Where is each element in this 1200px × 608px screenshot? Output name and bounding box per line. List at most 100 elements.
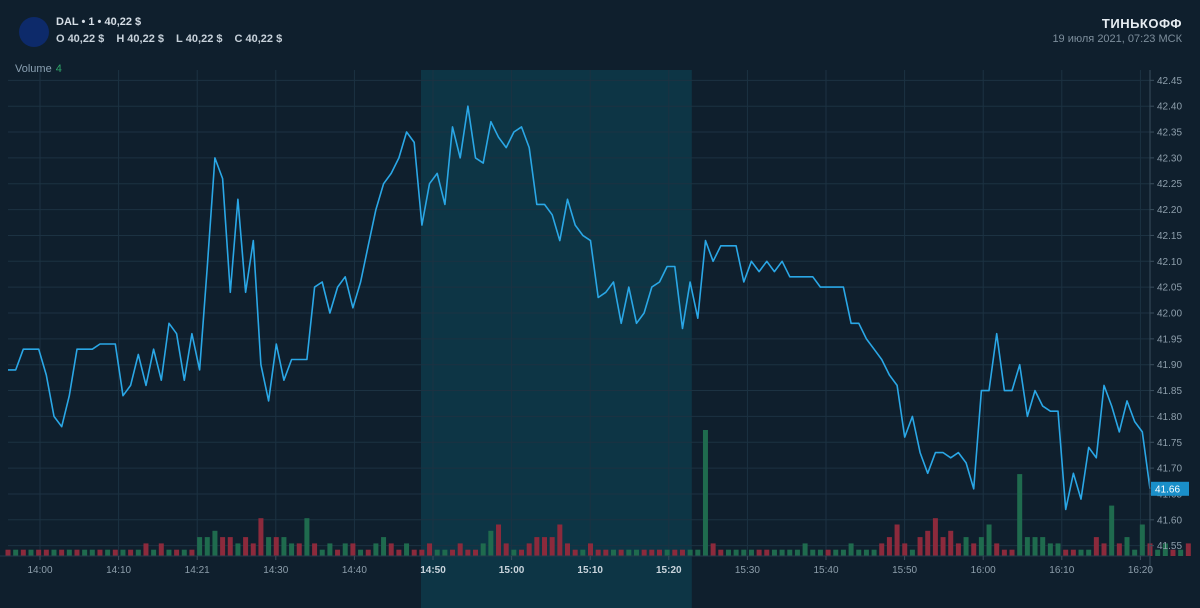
volume-bar — [618, 549, 624, 556]
volume-bar — [879, 543, 885, 556]
volume-bar — [1001, 549, 1007, 556]
volume-bar — [955, 543, 961, 556]
volume-bar — [649, 549, 655, 556]
timestamp: 19 июля 2021, 07:23 МСК — [1052, 33, 1182, 45]
volume-bar — [13, 549, 19, 556]
volume-bar — [1017, 474, 1023, 556]
volume-bar — [664, 549, 670, 556]
volume-bar — [549, 537, 555, 556]
volume-bar — [902, 543, 908, 556]
volume-bar — [396, 549, 402, 556]
volume-bar — [748, 549, 754, 556]
y-tick-label: 42.30 — [1157, 153, 1182, 164]
volume-bar — [1109, 505, 1115, 556]
y-tick-label: 42.35 — [1157, 128, 1182, 139]
x-tick-label: 15:20 — [656, 565, 682, 576]
volume-bar — [794, 549, 800, 556]
volume-bar — [679, 549, 685, 556]
volume-bar — [779, 549, 785, 556]
volume-bar — [626, 549, 632, 556]
volume-bar — [1178, 549, 1184, 556]
volume-bar — [204, 537, 210, 556]
volume-bar — [526, 543, 532, 556]
volume-bar — [82, 549, 88, 556]
volume-bar — [312, 543, 318, 556]
volume-bar — [488, 530, 494, 556]
y-tick-label: 42.00 — [1157, 309, 1182, 320]
volume-bar — [197, 537, 203, 556]
volume-bar — [411, 549, 417, 556]
volume-bar — [1024, 537, 1030, 556]
volume-bar — [572, 549, 578, 556]
volume-bar — [656, 549, 662, 556]
volume-bar — [66, 549, 72, 556]
volume-bar — [856, 549, 862, 556]
volume-bar — [51, 549, 57, 556]
volume-bar — [695, 549, 701, 556]
volume-bar — [473, 549, 479, 556]
x-tick-label: 15:50 — [892, 565, 917, 576]
volume-bar — [266, 537, 272, 556]
price-line — [8, 105, 1151, 511]
volume-bar — [181, 549, 187, 556]
volume-bar — [1155, 549, 1161, 556]
volume-bar — [43, 549, 49, 556]
volume-bar — [243, 537, 249, 556]
volume-bar — [802, 543, 808, 556]
volume-bar — [5, 549, 11, 556]
x-tick-label: 15:10 — [577, 565, 603, 576]
volume-bar — [1070, 549, 1076, 556]
volume-bar — [1093, 537, 1099, 556]
volume-bar — [994, 543, 1000, 556]
volume-bar — [250, 543, 256, 556]
volume-bar — [1139, 524, 1145, 556]
volume-bar — [917, 537, 923, 556]
volume-bar — [840, 549, 846, 556]
y-tick-label: 42.05 — [1157, 283, 1182, 294]
volume-bar — [909, 549, 915, 556]
volume-bar — [220, 537, 226, 556]
y-tick-label: 41.90 — [1157, 360, 1182, 371]
volume-bar — [725, 549, 731, 556]
volume-bar — [580, 549, 586, 556]
x-tick-label: 14:30 — [263, 565, 288, 576]
volume-bar — [886, 537, 892, 556]
y-tick-label: 42.15 — [1157, 231, 1182, 242]
volume-bar — [595, 549, 601, 556]
x-tick-label: 14:21 — [185, 565, 210, 576]
volume-bar — [235, 543, 241, 556]
y-tick-label: 42.25 — [1157, 179, 1182, 190]
volume-bar — [871, 549, 877, 556]
volume-bar — [519, 549, 525, 556]
volume-bar — [59, 549, 65, 556]
volume-bar — [227, 537, 233, 556]
x-tick-label: 14:10 — [106, 565, 131, 576]
x-tick-label: 15:30 — [735, 565, 760, 576]
volume-bar — [427, 543, 433, 556]
x-tick-label: 16:00 — [971, 565, 996, 576]
volume-bar — [319, 549, 325, 556]
current-price-badge — [1151, 481, 1189, 496]
volume-bar — [258, 518, 264, 556]
volume-bar — [787, 549, 793, 556]
ohlc-high: H 40,22 $ — [116, 33, 164, 45]
volume-bar — [189, 549, 195, 556]
volume-bar — [212, 530, 218, 556]
volume-bar — [932, 518, 938, 556]
volume-bar — [672, 549, 678, 556]
ohlc-values: O 40,22 $ H 40,22 $ L 40,22 $ C 40,22 $ — [56, 33, 291, 45]
volume-bar — [963, 537, 969, 556]
volume-bar — [1032, 537, 1038, 556]
volume-bar — [702, 430, 708, 556]
volume-bar — [687, 549, 693, 556]
volume-bar — [74, 549, 80, 556]
y-tick-label: 42.45 — [1157, 76, 1182, 87]
volume-bar — [442, 549, 448, 556]
volume-bar — [381, 537, 387, 556]
ohlc-open: O 40,22 $ — [56, 33, 105, 45]
volume-bar — [817, 549, 823, 556]
volume-bar — [350, 543, 356, 556]
volume-bar — [733, 549, 739, 556]
volume-bar — [457, 543, 463, 556]
